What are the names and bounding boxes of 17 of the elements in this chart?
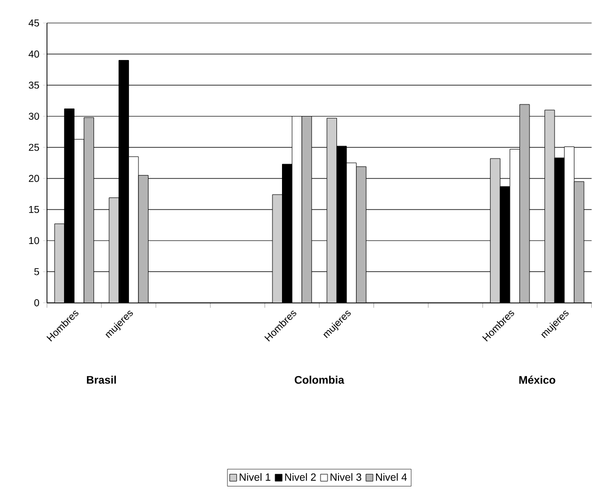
legend-label: Nivel 4: [376, 473, 407, 481]
y-tick-label: 35: [28, 82, 40, 89]
y-tick-label: 40: [28, 50, 40, 58]
y-tick-label: 5: [34, 268, 40, 276]
y-tick-label: 30: [28, 112, 40, 120]
y-tick-label: 10: [29, 237, 40, 244]
text: Brasil: [86, 376, 116, 384]
y-tick-label: 0: [34, 299, 40, 306]
legend-label: Nivel 1: [240, 473, 270, 481]
text: México: [519, 376, 556, 384]
legend-label: Nivel 3: [330, 473, 362, 481]
y-tick-label: 20: [28, 175, 40, 182]
y-tick-label: 15: [29, 206, 40, 214]
y-tick-label: 45: [28, 20, 40, 27]
legend-label: Nivel 2: [285, 473, 316, 481]
y-tick-label: 25: [28, 144, 40, 152]
text: Colombia: [294, 376, 344, 384]
